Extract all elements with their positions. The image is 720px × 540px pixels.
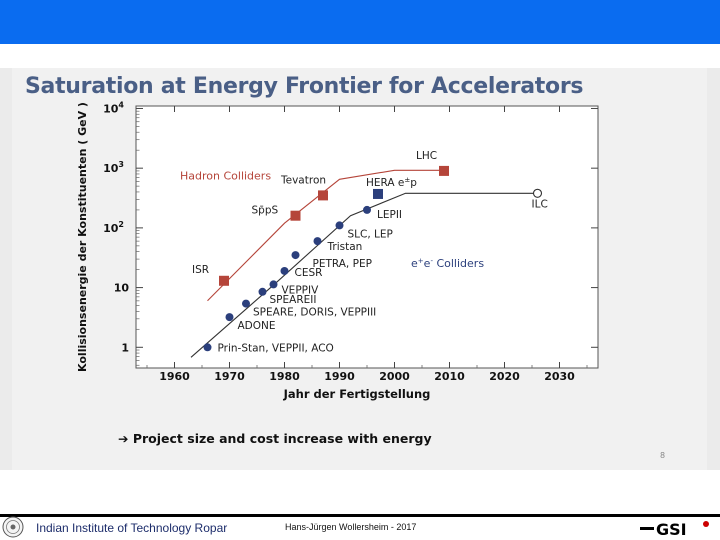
footer-author: Hans-Jürgen Wollersheim - 2017 (285, 522, 417, 532)
data-point (318, 190, 328, 201)
point-label: ILC (532, 198, 548, 210)
slide-title: Saturation at Energy Frontier for Accele… (25, 74, 584, 99)
gsi-logo: GSI (640, 520, 709, 537)
x-tick-label: 1960 (159, 370, 190, 383)
footer-divider (0, 514, 720, 517)
y-tick-label: 10 (114, 282, 130, 295)
plot-area (135, 105, 599, 369)
point-label: ISR (192, 264, 209, 276)
point-label: SLC, LEP (348, 228, 393, 240)
data-point (363, 205, 371, 214)
x-tick-label: 2000 (379, 370, 410, 383)
x-tick-label: 2030 (544, 370, 575, 383)
data-point (439, 165, 449, 176)
point-label: LEPII (377, 209, 402, 221)
y-axis-label: Kollisionsenergie der Konstituenten ( Ge… (76, 102, 89, 372)
data-point (313, 237, 322, 246)
data-point (242, 299, 250, 308)
point-label: SPEAREII (270, 294, 317, 306)
y-tick-label: 104 (103, 100, 124, 115)
point-label: VEPPIV (282, 284, 320, 296)
data-point (335, 221, 344, 230)
data-point (269, 280, 278, 289)
point-label: Tevatron (280, 174, 326, 186)
point-label: ADONE (238, 320, 276, 332)
x-tick-label: 1990 (324, 370, 355, 383)
x-axis-label: Jahr der Fertigstellung (283, 387, 431, 401)
trend-line (190, 192, 538, 358)
series-annotation: e+e- Colliders (411, 257, 484, 270)
arrow-icon: ➔ (118, 431, 129, 446)
x-tick-label: 2010 (434, 370, 465, 383)
data-point (280, 266, 289, 275)
point-label: Sp̄pS (252, 205, 279, 217)
institute-seal-icon (2, 516, 24, 538)
data-point (203, 343, 212, 352)
x-tick-label: 1980 (269, 370, 300, 383)
y-tick-label: 1 (121, 341, 129, 354)
point-label: PETRA, PEP (313, 258, 372, 270)
data-point (373, 188, 383, 199)
point-label: CESR (295, 267, 323, 279)
y-tick-label: 102 (103, 220, 124, 235)
bullet-text: Project size and cost increase with ener… (132, 431, 432, 446)
data-point (291, 251, 300, 260)
slide-number: 8 (660, 451, 666, 460)
point-label: Tristan (327, 241, 363, 253)
point-label: HERA e±p (366, 176, 417, 189)
top-bar (0, 0, 720, 44)
data-point (219, 275, 229, 286)
data-point (225, 313, 234, 322)
data-point (532, 188, 543, 198)
bullet-point: ➔ Project size and cost increase with en… (118, 431, 432, 446)
point-label: SPEARE, DORIS, VEPPIII (253, 307, 376, 319)
series-annotation: Hadron Colliders (180, 169, 271, 182)
svg-text:GSI: GSI (656, 520, 687, 537)
x-tick-label: 2020 (489, 370, 520, 383)
energy-frontier-chart: 1960 1970 1980 1990 2000 2010 2020 2030 1 10 102 10… (76, 100, 599, 401)
point-label: LHC (416, 150, 437, 162)
data-point (258, 287, 267, 296)
x-tick-label: 1970 (214, 370, 245, 383)
footer-institute: Indian Institute of Technology Ropar (36, 521, 228, 535)
data-point (290, 210, 301, 221)
point-label: Prin-Stan, VEPPII, ACO (218, 342, 334, 354)
trend-line (207, 169, 444, 302)
y-tick-label: 103 (103, 160, 124, 175)
